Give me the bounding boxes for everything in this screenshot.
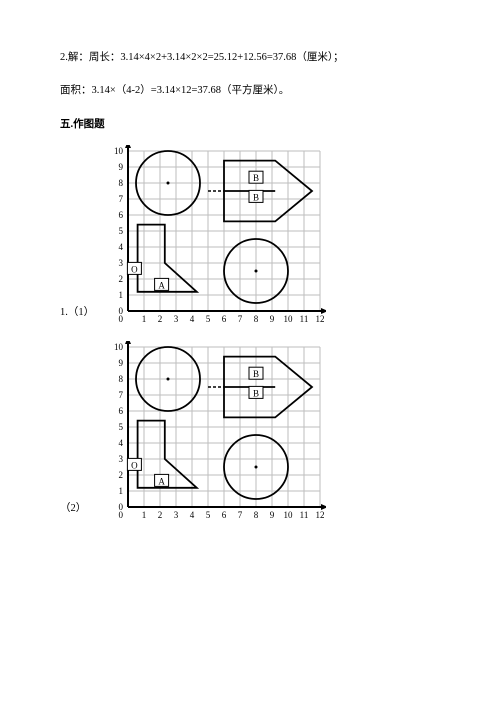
svg-text:9: 9 [119, 358, 124, 368]
svg-text:6: 6 [222, 314, 227, 324]
svg-text:7: 7 [119, 194, 124, 204]
svg-text:A: A [158, 476, 165, 486]
svg-text:5: 5 [119, 422, 124, 432]
svg-text:1: 1 [142, 510, 147, 520]
svg-text:9: 9 [270, 510, 275, 520]
svg-text:3: 3 [174, 510, 179, 520]
svg-text:8: 8 [119, 178, 124, 188]
svg-text:9: 9 [119, 162, 124, 172]
figure-1-svg-container: 0123456789101234567891011120BBOA [106, 145, 326, 327]
svg-text:4: 4 [190, 510, 195, 520]
svg-text:1: 1 [142, 314, 147, 324]
svg-text:10: 10 [284, 314, 294, 324]
svg-text:6: 6 [119, 210, 124, 220]
svg-text:1: 1 [119, 486, 124, 496]
svg-text:10: 10 [284, 510, 294, 520]
svg-text:5: 5 [206, 510, 211, 520]
svg-text:10: 10 [114, 342, 124, 352]
svg-text:2: 2 [158, 314, 163, 324]
section-title: 五.作图题 [60, 116, 440, 131]
svg-text:10: 10 [114, 146, 124, 156]
solution-line-1: 2.解：周长：3.14×4×2+3.14×2×2=25.12+12.56=37.… [60, 50, 440, 67]
figure-1-row: 1.（1） 0123456789101234567891011120BBOA [60, 145, 440, 327]
svg-text:B: B [253, 369, 259, 379]
svg-text:9: 9 [270, 314, 275, 324]
svg-text:6: 6 [119, 406, 124, 416]
figure-2-svg-container: 0123456789101234567891011120BBOA [106, 341, 326, 523]
svg-text:0: 0 [119, 510, 124, 520]
svg-text:12: 12 [316, 510, 325, 520]
svg-text:3: 3 [119, 258, 124, 268]
svg-text:5: 5 [119, 226, 124, 236]
svg-text:4: 4 [119, 438, 124, 448]
svg-text:4: 4 [119, 242, 124, 252]
svg-text:4: 4 [190, 314, 195, 324]
figure-2-prefix: （2） [60, 500, 106, 523]
svg-text:7: 7 [238, 314, 243, 324]
svg-text:B: B [253, 388, 259, 398]
svg-text:O: O [131, 460, 138, 470]
svg-text:3: 3 [119, 454, 124, 464]
svg-text:11: 11 [300, 510, 309, 520]
svg-text:A: A [158, 280, 165, 290]
svg-text:B: B [253, 192, 259, 202]
svg-text:8: 8 [254, 314, 259, 324]
svg-text:1: 1 [119, 290, 124, 300]
solution-line-2: 面积：3.14×（4-2）=3.14×12=37.68（平方厘米）。 [60, 83, 440, 100]
figure-1-prefix: 1.（1） [60, 304, 106, 327]
svg-text:11: 11 [300, 314, 309, 324]
svg-text:O: O [131, 264, 138, 274]
svg-text:6: 6 [222, 510, 227, 520]
svg-text:8: 8 [254, 510, 259, 520]
figure-2-row: （2） 0123456789101234567891011120BBOA [60, 341, 440, 523]
svg-text:3: 3 [174, 314, 179, 324]
svg-text:8: 8 [119, 374, 124, 384]
svg-text:7: 7 [119, 390, 124, 400]
svg-text:5: 5 [206, 314, 211, 324]
svg-text:0: 0 [119, 314, 124, 324]
svg-text:7: 7 [238, 510, 243, 520]
svg-text:12: 12 [316, 314, 325, 324]
svg-text:B: B [253, 173, 259, 183]
svg-text:2: 2 [158, 510, 163, 520]
svg-text:2: 2 [119, 274, 124, 284]
svg-text:2: 2 [119, 470, 124, 480]
